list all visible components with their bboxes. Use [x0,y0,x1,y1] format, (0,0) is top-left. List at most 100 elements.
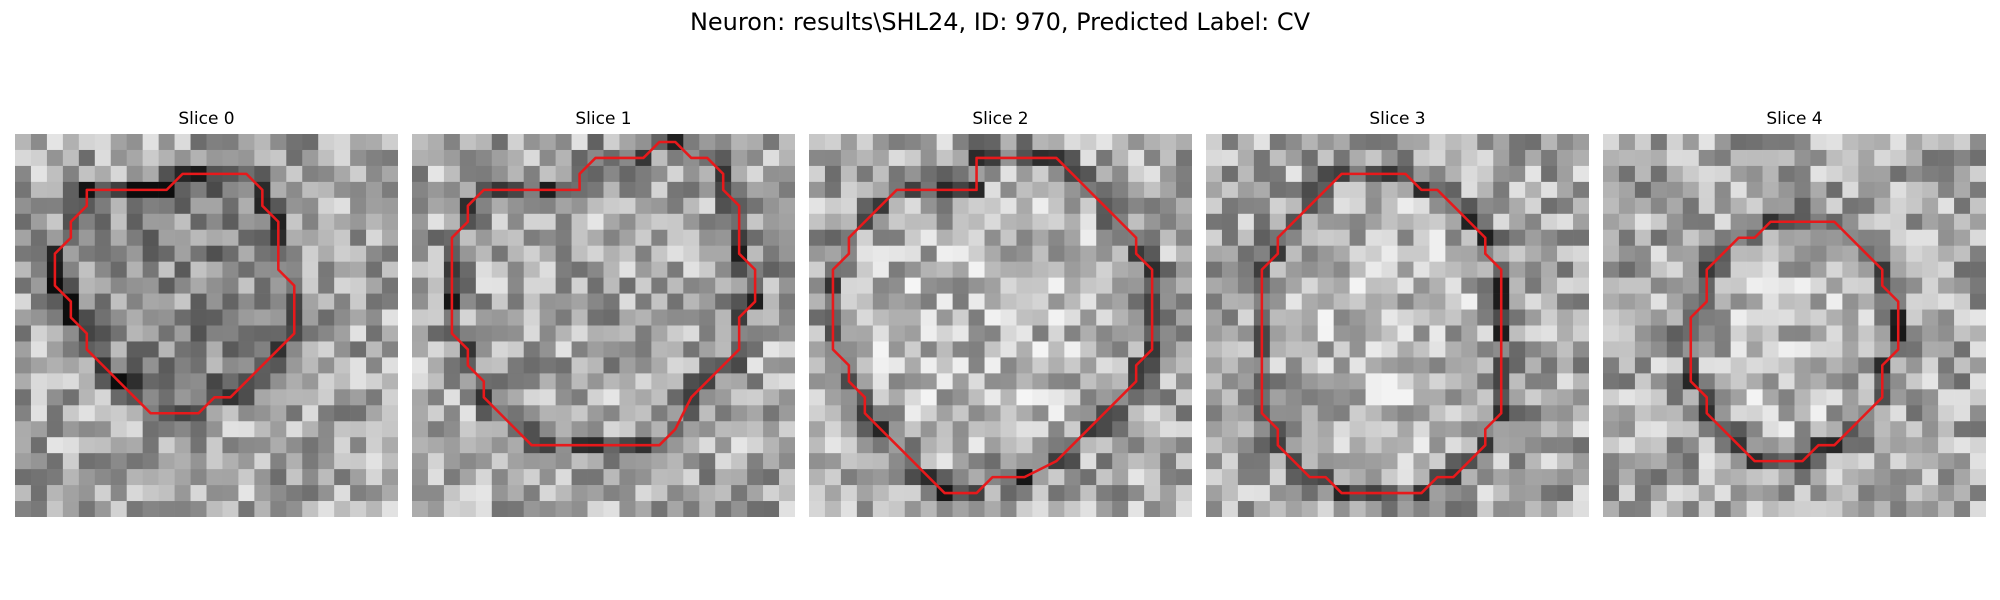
pixel [872,485,890,502]
pixel [1032,469,1049,486]
pixel [1269,197,1287,215]
pixel [1365,261,1382,278]
pixel [1922,453,1939,470]
pixel [936,134,953,151]
pixel [936,213,953,231]
pixel [856,501,874,517]
pixel [1064,405,1081,422]
pixel [1874,421,1891,438]
pixel [1349,149,1366,167]
pixel [1128,437,1145,454]
pixel [366,181,383,199]
pixel [1206,261,1223,278]
pixel [1762,149,1779,167]
pixel [142,325,159,342]
pixel [286,165,303,183]
pixel [382,197,398,215]
pixel [523,501,540,517]
pixel [254,437,271,454]
pixel [667,165,684,183]
pixel [1016,421,1033,438]
pixel [1618,293,1636,310]
pixel [1381,245,1398,262]
pixel [856,341,874,358]
pixel [715,325,732,342]
pixel [1032,213,1049,231]
pixel [539,165,556,183]
pixel [443,357,461,374]
pixel [809,341,826,358]
pixel [1842,181,1859,199]
pixel [15,134,32,151]
pixel [1525,453,1542,470]
pixel [920,261,937,278]
pixel [412,389,429,406]
pixel [1762,373,1779,390]
pixel [366,277,383,294]
pixel [1445,134,1462,151]
pixel [1618,134,1636,151]
pixel [1397,309,1414,326]
pixel [1874,213,1891,231]
pixel [366,405,383,422]
pixel [856,373,874,390]
pixel [1970,405,1986,422]
pixel [318,165,335,183]
pixel [1064,261,1081,278]
pixel [1954,181,1971,199]
pixel [1826,501,1843,517]
pixel [651,293,668,310]
pixel [1461,405,1478,422]
pixel [507,405,525,422]
pixel [62,165,80,183]
pixel [1650,485,1668,502]
pixel [683,453,700,470]
pixel [1333,325,1350,342]
pixel [1493,421,1510,438]
pixel [1922,373,1939,390]
pixel [427,134,445,151]
pixel [1874,181,1891,199]
pixel [1237,389,1255,406]
pixel [571,469,588,486]
pixel [1429,277,1446,294]
pixel [824,165,842,183]
pixel [1858,213,1875,231]
pixel [1525,501,1542,517]
pixel [1842,277,1859,294]
pixel [1128,293,1145,310]
pixel [475,485,493,502]
pixel [1176,469,1192,486]
pixel [1557,421,1574,438]
pixel [222,197,239,215]
pixel [30,389,48,406]
pixel [350,453,367,470]
pixel [587,485,604,502]
pixel [1810,405,1827,422]
pixel [78,469,96,486]
pixel [968,277,985,294]
pixel [1573,389,1589,406]
pixel [1221,293,1239,310]
pixel [459,245,477,262]
pixel [174,149,191,167]
pixel [920,245,937,262]
pixel [1603,165,1620,183]
pixel [1778,357,1795,374]
pixel [1413,165,1430,183]
pixel [475,165,493,183]
pixel [968,261,985,278]
pixel [254,261,271,278]
pixel [1634,453,1652,470]
pixel [1333,421,1350,438]
pixel [667,261,684,278]
pixel [15,229,32,247]
pixel [651,357,668,374]
pixel [190,293,207,310]
pixel [1794,437,1811,454]
pixel [1525,325,1542,342]
pixel [809,165,826,183]
pixel [1016,325,1033,342]
pixel [158,453,175,470]
pixel [683,197,700,215]
